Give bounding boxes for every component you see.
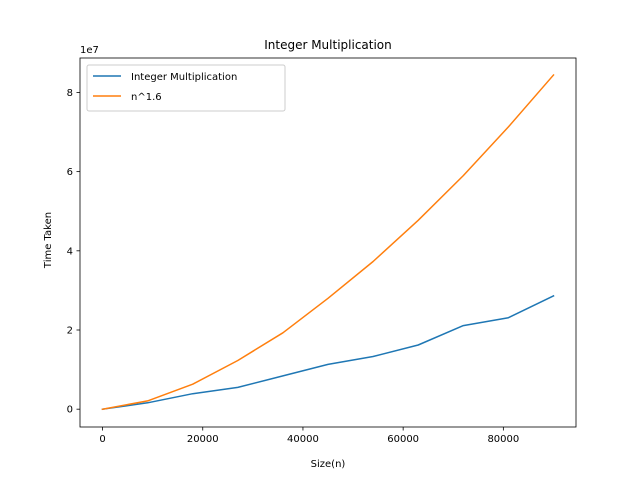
- y-tick-label: 2: [67, 325, 73, 336]
- series-line-1: [101, 73, 555, 411]
- x-tick-label: 40000: [287, 434, 319, 445]
- y-tick-label: 0: [67, 405, 73, 416]
- y-tick-label: 4: [67, 246, 73, 257]
- y-tick-label: 8: [67, 88, 73, 99]
- y-axis-offset-label: 1e7: [80, 45, 99, 56]
- x-tick-label: 80000: [487, 434, 519, 445]
- legend-label-0: Integer Multiplication: [131, 72, 237, 83]
- plot-area: 0 20000 40000 60000 80000 0 2 4 6 8: [67, 57, 577, 445]
- x-tick-label: 0: [99, 434, 105, 445]
- x-tick-label: 20000: [187, 434, 219, 445]
- legend-label-1: n^1.6: [131, 92, 162, 103]
- legend: Integer Multiplication n^1.6: [86, 64, 286, 112]
- y-axis-title: Time Taken: [43, 212, 54, 269]
- chart-title: Integer Multiplication: [264, 38, 392, 52]
- x-tick-label: 60000: [387, 434, 419, 445]
- y-tick-label: 6: [67, 167, 73, 178]
- axes-frame: [79, 57, 577, 428]
- series-line-0: [101, 294, 555, 411]
- legend-box: [86, 64, 286, 112]
- x-axis-title: Size(n): [311, 459, 346, 470]
